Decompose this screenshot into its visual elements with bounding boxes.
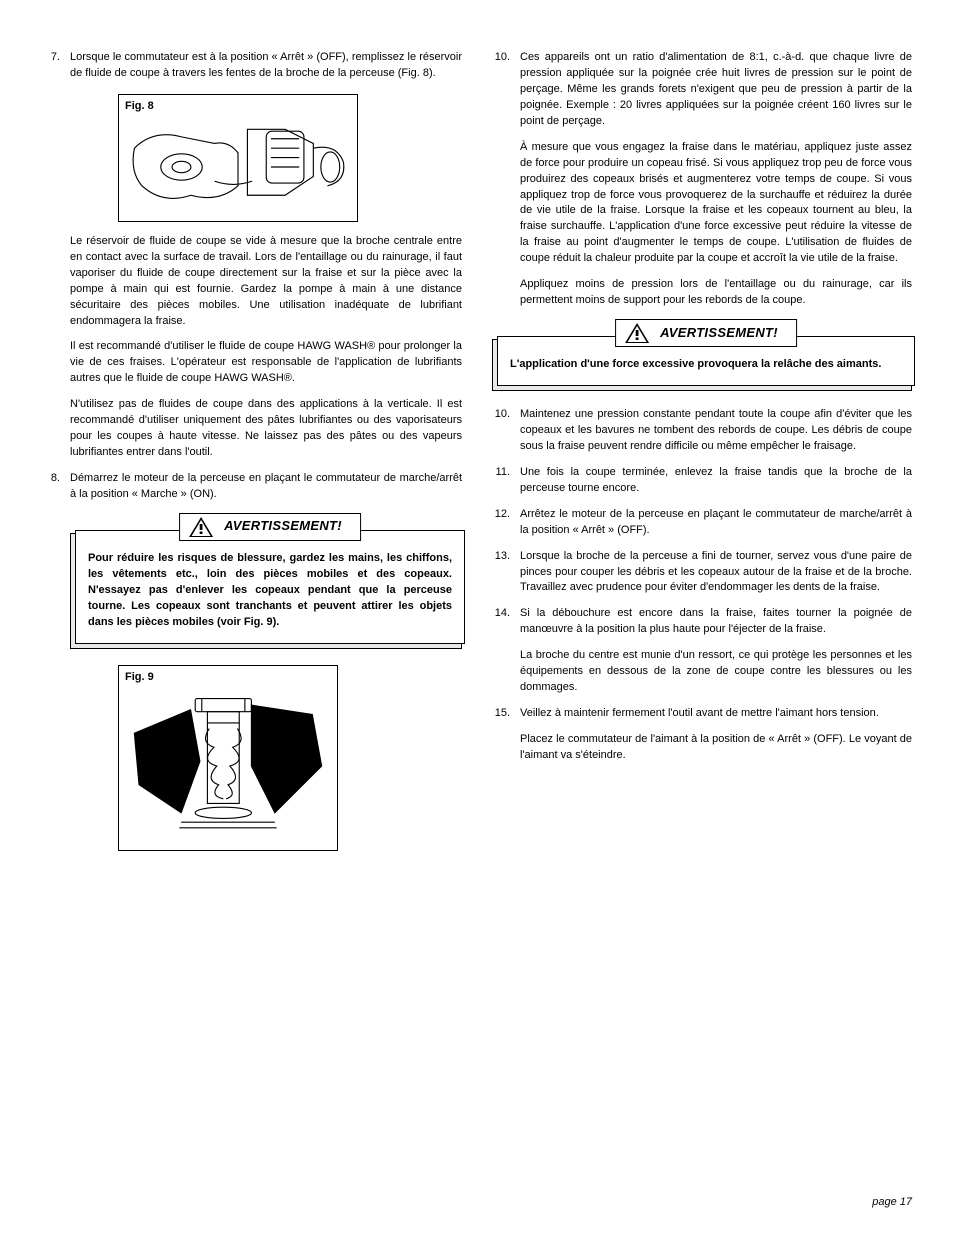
item-text: Une fois la coupe terminée, enlevez la f…: [520, 465, 912, 497]
item-text: Si la débouchure est encore dans la frai…: [520, 606, 912, 638]
figure-label: Fig. 9: [125, 670, 331, 686]
warning-body: L'application d'une force excessive prov…: [510, 357, 902, 373]
item-number: 7.: [42, 50, 70, 82]
item-text: Lorsque la broche de la perceuse a fini …: [520, 549, 912, 597]
list-item: 11. Une fois la coupe terminée, enlevez …: [492, 465, 912, 497]
figure-9-illustration: [125, 686, 331, 846]
warning-triangle-icon: [188, 516, 214, 538]
list-item: 10. Maintenez une pression constante pen…: [492, 407, 912, 455]
warning-title: AVERTISSEMENT!: [660, 324, 778, 343]
item-text: Démarrez le moteur de la perceuse en pla…: [70, 471, 462, 503]
item-number: 11.: [492, 465, 520, 497]
list-item: 15. Veillez à maintenir fermement l'outi…: [492, 706, 912, 722]
list-item: 10. Ces appareils ont un ratio d'aliment…: [492, 50, 912, 130]
item-text: Maintenez une pression constante pendant…: [520, 407, 912, 455]
item-number: 15.: [492, 706, 520, 722]
two-column-layout: 7. Lorsque le commutateur est à la posit…: [42, 50, 912, 863]
figure-8-illustration: [125, 117, 351, 217]
item-number: 12.: [492, 507, 520, 539]
list-item: 7. Lorsque le commutateur est à la posit…: [42, 50, 462, 82]
left-column: 7. Lorsque le commutateur est à la posit…: [42, 50, 462, 863]
list-item: 8. Démarrez le moteur de la perceuse en …: [42, 471, 462, 503]
warning-body: Pour réduire les risques de blessure, ga…: [88, 551, 452, 631]
item-text: Veillez à maintenir fermement l'outil av…: [520, 706, 912, 722]
paragraph: Placez le commutateur de l'aimant à la p…: [520, 732, 912, 764]
item-text: Ces appareils ont un ratio d'alimentatio…: [520, 50, 912, 130]
paragraph: Le réservoir de fluide de coupe se vide …: [70, 234, 462, 330]
item-number: 13.: [492, 549, 520, 597]
item-number: 14.: [492, 606, 520, 638]
warning-box: AVERTISSEMENT! Pour réduire les risques …: [70, 533, 462, 649]
item-number: 8.: [42, 471, 70, 503]
warning-inner: AVERTISSEMENT! Pour réduire les risques …: [75, 530, 465, 644]
figure-8: Fig. 8: [118, 94, 358, 222]
paragraph: La broche du centre est munie d'un resso…: [520, 648, 912, 696]
figure-box: Fig. 8: [118, 94, 358, 222]
paragraph: À mesure que vous engagez la fraise dans…: [520, 140, 912, 268]
warning-box: AVERTISSEMENT! L'application d'une force…: [492, 339, 912, 391]
paragraph: Appliquez moins de pression lors de l'en…: [520, 277, 912, 309]
item-text: Lorsque le commutateur est à la position…: [70, 50, 462, 82]
list-item: 13. Lorsque la broche de la perceuse a f…: [492, 549, 912, 597]
list-item: 12. Arrêtez le moteur de la perceuse en …: [492, 507, 912, 539]
item-text: Arrêtez le moteur de la perceuse en plaç…: [520, 507, 912, 539]
paragraph: N'utilisez pas de fluides de coupe dans …: [70, 397, 462, 461]
page-number: page 17: [872, 1195, 912, 1211]
warning-title: AVERTISSEMENT!: [224, 517, 342, 536]
figure-box: Fig. 9: [118, 665, 338, 851]
warning-inner: AVERTISSEMENT! L'application d'une force…: [497, 336, 915, 386]
warning-triangle-icon: [624, 322, 650, 344]
item-number: 10.: [492, 50, 520, 130]
figure-label: Fig. 8: [125, 99, 351, 115]
warning-header: AVERTISSEMENT!: [615, 319, 797, 347]
paragraph: Il est recommandé d'utiliser le fluide d…: [70, 339, 462, 387]
right-column: 10. Ces appareils ont un ratio d'aliment…: [492, 50, 912, 863]
figure-9: Fig. 9: [118, 665, 338, 851]
item-number: 10.: [492, 407, 520, 455]
warning-header: AVERTISSEMENT!: [179, 513, 361, 541]
list-item: 14. Si la débouchure est encore dans la …: [492, 606, 912, 638]
